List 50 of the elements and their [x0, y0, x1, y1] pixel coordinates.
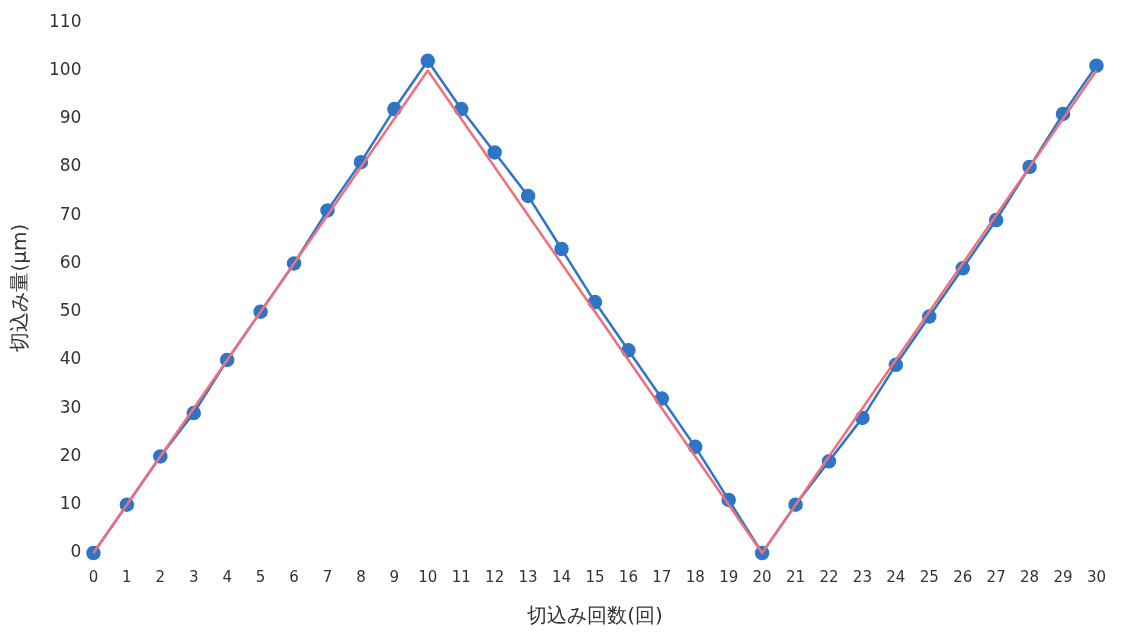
x-tick-label: 0 — [88, 567, 99, 586]
x-tick-label: 25 — [919, 567, 939, 586]
x-tick-label: 6 — [289, 567, 299, 586]
y-tick-label: 10 — [59, 493, 82, 514]
y-tick-label: 90 — [59, 107, 82, 128]
x-tick-label: 11 — [451, 567, 471, 586]
y-tick-label: 50 — [59, 300, 82, 321]
x-tick-label: 29 — [1053, 567, 1073, 586]
x-tick-label: 4 — [222, 567, 232, 586]
x-tick-label: 10 — [418, 567, 438, 586]
x-tick-label: 13 — [518, 567, 538, 586]
point — [554, 241, 569, 257]
y-tick-label: 100 — [48, 58, 82, 79]
y-tick-label: 20 — [59, 444, 82, 465]
x-tick-label: 2 — [155, 567, 166, 586]
x-tick-label: 28 — [1020, 567, 1040, 586]
x-tick-label: 17 — [652, 567, 672, 586]
x-tick-label: 9 — [389, 567, 400, 586]
x-tick-label: 3 — [188, 567, 199, 586]
y-tick-label: 0 — [70, 541, 82, 562]
x-tick-label: 8 — [356, 567, 366, 586]
x-tick-label: 15 — [585, 567, 605, 586]
x-axis-title: 切込み回数(回) — [527, 603, 663, 628]
point — [420, 53, 436, 69]
y-axis-title: 切込み量(μm) — [7, 223, 32, 352]
y-tick-label: 110 — [48, 10, 82, 31]
x-tick-label: 14 — [551, 567, 572, 586]
x-tick-label: 12 — [485, 567, 505, 586]
y-tick-label: 30 — [59, 396, 82, 417]
x-tick-label: 26 — [953, 567, 973, 586]
y-tick-label: 40 — [59, 348, 82, 369]
point — [487, 145, 502, 160]
x-tick-label: 18 — [685, 567, 705, 586]
x-tick-label: 1 — [122, 567, 132, 586]
x-tick-label: 23 — [852, 567, 872, 586]
point — [1089, 58, 1104, 73]
x-tick-label: 30 — [1086, 567, 1106, 586]
y-tick-label: 80 — [59, 155, 82, 176]
x-tick-label: 21 — [786, 567, 806, 586]
x-tick-label: 19 — [719, 567, 739, 586]
x-tick-label: 27 — [986, 567, 1006, 586]
x-tick-label: 20 — [752, 567, 772, 586]
point — [520, 188, 536, 204]
x-tick-label: 7 — [322, 567, 333, 586]
x-tick-label: 16 — [618, 567, 638, 586]
y-tick-label: 70 — [59, 203, 82, 224]
x-tick-label: 22 — [819, 567, 839, 586]
x-tick-label: 24 — [886, 567, 906, 586]
x-tick-label: 5 — [255, 567, 266, 586]
y-tick-label: 60 — [59, 251, 82, 272]
